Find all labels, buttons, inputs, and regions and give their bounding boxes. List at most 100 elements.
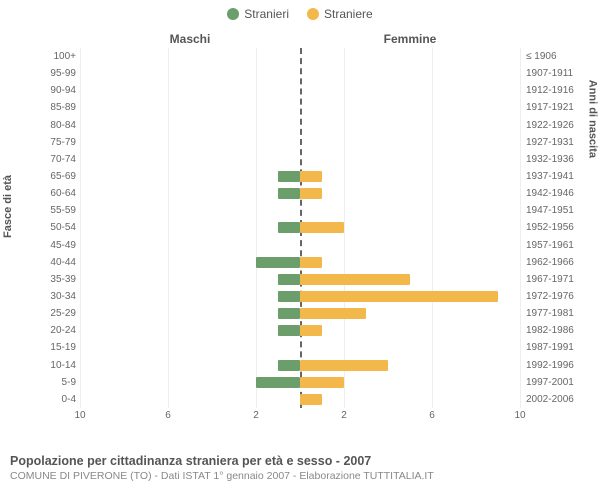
y-axis-right-title: Anni di nascita xyxy=(586,80,598,158)
data-row xyxy=(80,219,520,236)
y-left-label: 50-54 xyxy=(30,219,76,236)
bar-female xyxy=(300,188,322,199)
y-right-label: 1942-1946 xyxy=(526,185,586,202)
bar-female xyxy=(300,325,322,336)
x-tick-label: 2 xyxy=(341,410,347,421)
bar-female xyxy=(300,394,322,405)
y-left-label: 35-39 xyxy=(30,271,76,288)
y-left-label: 80-84 xyxy=(30,117,76,134)
y-right-label: 1997-2001 xyxy=(526,374,586,391)
bar-male xyxy=(256,257,300,268)
footer-subtitle: COMUNE DI PIVERONE (TO) - Dati ISTAT 1° … xyxy=(10,470,590,482)
bar-female xyxy=(300,308,366,319)
y-left-label: 55-59 xyxy=(30,202,76,219)
y-right-label: 1947-1951 xyxy=(526,202,586,219)
y-right-label: 1967-1971 xyxy=(526,271,586,288)
grid-line xyxy=(520,48,521,408)
data-row xyxy=(80,65,520,82)
data-row xyxy=(80,237,520,254)
legend-label-female: Straniere xyxy=(324,7,373,21)
y-left-label: 20-24 xyxy=(30,322,76,339)
y-left-label: 45-49 xyxy=(30,237,76,254)
bar-male xyxy=(278,325,300,336)
bar-male xyxy=(256,377,300,388)
legend-item-male: Stranieri xyxy=(227,7,289,21)
data-row xyxy=(80,254,520,271)
y-left-label: 30-34 xyxy=(30,288,76,305)
y-right-label: 1957-1961 xyxy=(526,237,586,254)
y-left-label: 15-19 xyxy=(30,339,76,356)
y-right-label: 1917-1921 xyxy=(526,99,586,116)
data-row xyxy=(80,391,520,408)
data-row xyxy=(80,288,520,305)
bar-female xyxy=(300,360,388,371)
y-right-label: 1952-1956 xyxy=(526,219,586,236)
y-axis-left-title: Fasce di età xyxy=(2,175,14,238)
chart-footer: Popolazione per cittadinanza straniera p… xyxy=(0,448,600,482)
y-right-label: 1977-1981 xyxy=(526,305,586,322)
x-tick-label: 10 xyxy=(514,410,525,421)
bar-female xyxy=(300,274,410,285)
plot-region xyxy=(80,48,520,408)
y-left-label: 65-69 xyxy=(30,168,76,185)
x-tick-label: 2 xyxy=(253,410,259,421)
y-right-label: ≤ 1906 xyxy=(526,48,586,65)
y-left-label: 60-64 xyxy=(30,185,76,202)
bar-male xyxy=(278,188,300,199)
y-right-label: 1912-1916 xyxy=(526,82,586,99)
bar-male xyxy=(278,308,300,319)
y-left-label: 10-14 xyxy=(30,357,76,374)
data-row xyxy=(80,168,520,185)
bar-female xyxy=(300,377,344,388)
y-left-label: 100+ xyxy=(30,48,76,65)
data-row xyxy=(80,357,520,374)
y-right-label: 1982-1986 xyxy=(526,322,586,339)
y-right-label: 1927-1931 xyxy=(526,134,586,151)
y-left-label: 90-94 xyxy=(30,82,76,99)
y-left-label: 25-29 xyxy=(30,305,76,322)
bar-male xyxy=(278,360,300,371)
x-tick-label: 6 xyxy=(165,410,171,421)
footer-title: Popolazione per cittadinanza straniera p… xyxy=(10,454,590,468)
x-tick-label: 6 xyxy=(429,410,435,421)
y-left-label: 5-9 xyxy=(30,374,76,391)
y-right-label: 2002-2006 xyxy=(526,391,586,408)
data-row xyxy=(80,271,520,288)
column-title-female: Femmine xyxy=(300,32,520,46)
bar-male xyxy=(278,222,300,233)
y-left-label: 0-4 xyxy=(30,391,76,408)
data-row xyxy=(80,202,520,219)
y-right-label: 1932-1936 xyxy=(526,151,586,168)
bar-female xyxy=(300,222,344,233)
y-right-label: 1972-1976 xyxy=(526,288,586,305)
bar-female xyxy=(300,257,322,268)
data-row xyxy=(80,117,520,134)
bar-male xyxy=(278,291,300,302)
data-row xyxy=(80,322,520,339)
data-row xyxy=(80,82,520,99)
data-row xyxy=(80,48,520,65)
y-left-label: 40-44 xyxy=(30,254,76,271)
legend: Stranieri Straniere xyxy=(0,0,600,28)
y-right-label: 1962-1966 xyxy=(526,254,586,271)
chart-area: Maschi Femmine Fasce di età Anni di nasc… xyxy=(0,28,600,448)
column-title-male: Maschi xyxy=(80,32,300,46)
x-axis-ticks: 10622610 xyxy=(80,410,520,426)
bar-male xyxy=(278,171,300,182)
legend-swatch-female xyxy=(307,8,319,20)
data-row xyxy=(80,151,520,168)
y-right-label: 1937-1941 xyxy=(526,168,586,185)
y-right-label: 1987-1991 xyxy=(526,339,586,356)
bar-female xyxy=(300,171,322,182)
legend-swatch-male xyxy=(227,8,239,20)
y-left-label: 75-79 xyxy=(30,134,76,151)
x-tick-label: 10 xyxy=(74,410,85,421)
data-row xyxy=(80,185,520,202)
y-left-label: 70-74 xyxy=(30,151,76,168)
bar-female xyxy=(300,291,498,302)
y-right-label: 1922-1926 xyxy=(526,117,586,134)
legend-label-male: Stranieri xyxy=(244,7,289,21)
y-left-label: 95-99 xyxy=(30,65,76,82)
bar-male xyxy=(278,274,300,285)
y-left-label: 85-89 xyxy=(30,99,76,116)
